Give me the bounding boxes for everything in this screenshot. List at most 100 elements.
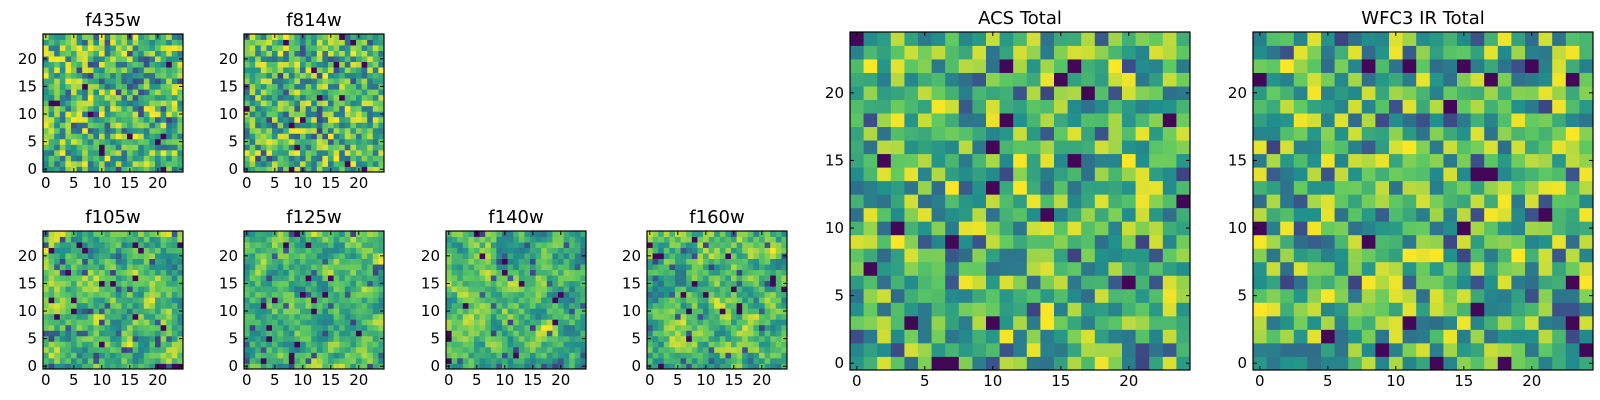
heatmap-cell — [697, 341, 704, 348]
heatmap-cell — [249, 341, 256, 348]
heatmap-cell — [149, 133, 156, 140]
heatmap-cell — [87, 45, 94, 51]
heatmap-cell — [143, 61, 150, 68]
heatmap-cell — [311, 313, 318, 320]
heatmap-cell — [255, 89, 262, 96]
heatmap-cell — [283, 247, 290, 254]
heatmap-cell — [714, 363, 721, 370]
heatmap-cell — [171, 269, 178, 276]
heatmap-cell — [703, 335, 709, 342]
heatmap-cell — [1149, 113, 1164, 128]
heatmap-cell — [708, 291, 715, 298]
heatmap-cell — [149, 122, 156, 129]
heatmap-cell — [99, 116, 105, 123]
heatmap-cell — [59, 253, 66, 259]
heatmap-cell — [356, 56, 362, 62]
heatmap-cell — [378, 122, 385, 129]
heatmap-cell — [333, 138, 340, 145]
heatmap-cell — [356, 50, 362, 57]
heatmap-cell — [76, 280, 83, 287]
heatmap-cell — [372, 61, 379, 68]
heatmap-cell — [725, 280, 732, 287]
heatmap-cell — [43, 127, 49, 134]
heatmap-cell — [82, 133, 89, 140]
heatmap-cell — [249, 291, 256, 298]
heatmap-cell — [518, 247, 525, 254]
heatmap-cell — [115, 269, 122, 276]
heatmap-cell — [367, 308, 374, 315]
heatmap-cell — [65, 138, 72, 145]
heatmap-cell — [759, 275, 765, 282]
heatmap-cell — [311, 286, 318, 293]
heatmap-cell — [361, 247, 368, 254]
heatmap-cell — [350, 236, 357, 243]
heatmap-cell — [372, 269, 379, 276]
heatmap-cell — [502, 275, 508, 282]
heatmap-cell — [104, 72, 111, 79]
heatmap-cell — [300, 253, 306, 259]
heatmap-cell — [945, 248, 960, 263]
heatmap-cell — [747, 269, 754, 276]
heatmap-cell — [127, 275, 133, 282]
heatmap-cell — [372, 67, 379, 74]
heatmap-cell — [127, 50, 133, 57]
heatmap-cell — [918, 329, 932, 344]
heatmap-cell — [305, 166, 312, 173]
heatmap-cell — [99, 56, 105, 62]
heatmap-cell — [255, 253, 262, 259]
heatmap-cell — [104, 138, 111, 145]
heatmap-cell — [558, 236, 564, 243]
heatmap-cell — [775, 269, 782, 276]
heatmap-cell — [155, 242, 161, 248]
heatmap-cell — [71, 89, 77, 96]
heatmap-cell — [1266, 153, 1281, 168]
heatmap-cell — [350, 330, 357, 337]
heatmap-cell — [1511, 234, 1526, 249]
heatmap-cell — [658, 275, 665, 282]
heatmap-cell — [82, 39, 89, 46]
heatmap-cell — [260, 45, 267, 51]
x-tick-label: 15 — [120, 174, 139, 192]
heatmap-cell — [703, 352, 709, 359]
heatmap-cell — [266, 133, 273, 140]
heatmap-cell — [747, 313, 754, 320]
heatmap-cell — [1443, 288, 1458, 303]
heatmap-cell — [132, 122, 139, 129]
heatmap-cell — [339, 302, 346, 309]
heatmap-cell — [647, 346, 653, 353]
heatmap-cell — [770, 258, 777, 265]
heatmap-cell — [305, 127, 312, 134]
heatmap-cell — [764, 319, 771, 326]
heatmap-cell — [316, 346, 323, 353]
heatmap-cell — [1094, 32, 1109, 46]
heatmap-cell — [356, 280, 362, 287]
heatmap-cell — [518, 302, 525, 309]
heatmap-cell — [1321, 153, 1335, 168]
heatmap-cell — [43, 39, 49, 46]
heatmap-cell — [451, 264, 458, 271]
heatmap-cell — [569, 247, 576, 254]
heatmap-cell — [121, 352, 128, 359]
heatmap-cell — [1149, 180, 1164, 195]
heatmap-cell — [260, 253, 267, 259]
heatmap-cell — [328, 341, 334, 348]
heatmap-cell — [378, 133, 385, 140]
heatmap-cell — [300, 236, 306, 243]
heatmap-cell — [350, 61, 357, 68]
heatmap-cell — [945, 329, 960, 344]
heatmap-cell — [328, 160, 334, 167]
heatmap-cell — [272, 56, 278, 62]
heatmap-cell — [155, 330, 161, 337]
heatmap-cell — [59, 258, 66, 265]
heatmap-cell — [918, 32, 932, 46]
heatmap-cell — [490, 302, 497, 309]
heatmap-cell — [530, 286, 536, 293]
heatmap-cell — [574, 236, 581, 243]
heatmap-cell — [457, 330, 464, 337]
heatmap-cell — [372, 78, 379, 85]
heatmap-cell — [1348, 180, 1363, 195]
heatmap-cell — [764, 341, 771, 348]
heatmap-cell — [378, 105, 385, 112]
heatmap-cell — [462, 346, 469, 353]
